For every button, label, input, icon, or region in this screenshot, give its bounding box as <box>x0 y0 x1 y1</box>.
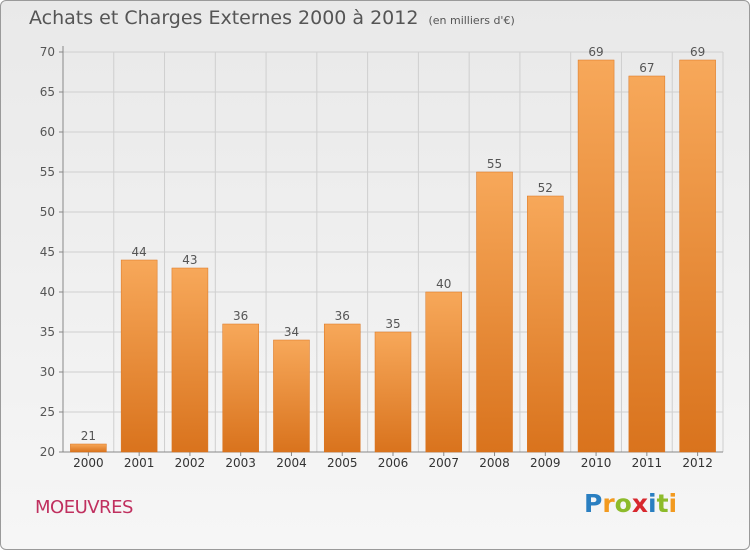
bar <box>374 331 412 453</box>
y-tick-label: 60 <box>40 125 55 139</box>
y-tick-label: 25 <box>40 405 55 419</box>
data-label: 36 <box>233 309 248 323</box>
x-tick-label: 2008 <box>479 456 510 470</box>
y-tick-label: 70 <box>40 45 55 59</box>
y-tick-label: 65 <box>40 85 55 99</box>
x-tick-label: 2003 <box>225 456 256 470</box>
bar <box>222 323 259 453</box>
y-tick-label: 45 <box>40 245 55 259</box>
x-tick-label: 2002 <box>175 456 206 470</box>
logo-letter: r <box>602 489 615 518</box>
y-tick-label: 35 <box>40 325 55 339</box>
data-label: 35 <box>385 317 400 331</box>
bar <box>527 195 564 453</box>
bar <box>273 339 310 453</box>
data-label: 34 <box>284 325 299 339</box>
data-label: 44 <box>132 245 147 259</box>
data-label: 69 <box>588 45 603 59</box>
logo-letter: x <box>631 489 648 518</box>
bar <box>476 171 513 453</box>
x-tick-label: 2007 <box>428 456 459 470</box>
bars <box>70 59 716 453</box>
x-tick-label: 2004 <box>276 456 307 470</box>
y-tick-label: 20 <box>40 445 55 459</box>
x-tick-label: 2006 <box>378 456 409 470</box>
data-label: 55 <box>487 157 502 171</box>
logo-letter: i <box>668 489 678 518</box>
bar <box>323 323 361 453</box>
tick-labels: 20 25 30 35 40 45 50 55 60 65 70 2000 2001 2002 2003 20… <box>40 45 713 470</box>
data-label: 40 <box>436 277 451 291</box>
bar <box>628 75 666 453</box>
data-label: 43 <box>182 253 197 267</box>
proxiti-logo[interactable]: Proxiti <box>584 489 677 518</box>
bar <box>577 59 615 453</box>
unit-label: (en milliers d'€) <box>428 14 515 27</box>
x-tick-label: 2001 <box>124 456 155 470</box>
y-tick-label: 30 <box>40 365 55 379</box>
x-tick-label: 2011 <box>632 456 663 470</box>
data-label: 67 <box>639 61 654 75</box>
logo-letter: i <box>648 489 657 518</box>
x-tick-label: 2005 <box>327 456 358 470</box>
bar <box>171 267 209 453</box>
logo-letter: t <box>656 489 669 518</box>
x-tick-label: 2009 <box>530 456 561 470</box>
x-tick-label: 2000 <box>73 456 104 470</box>
data-label: 36 <box>335 309 350 323</box>
y-tick-label: 55 <box>40 165 55 179</box>
city-name: MOEUVRES <box>35 497 133 518</box>
data-labels: 21 44 43 36 34 36 35 40 55 52 69 67 69 <box>81 45 706 443</box>
bar <box>425 291 463 453</box>
logo-letter: P <box>584 489 603 518</box>
logo-letter: o <box>614 489 632 518</box>
title-text: Achats et Charges Externes 2000 à 2012 <box>29 7 419 29</box>
bar <box>679 59 716 453</box>
x-tick-label: 2012 <box>682 456 713 470</box>
bar <box>70 443 107 453</box>
y-tick-label: 40 <box>40 285 55 299</box>
data-label: 69 <box>690 45 705 59</box>
y-tick-label: 50 <box>40 205 55 219</box>
data-label: 52 <box>538 181 553 195</box>
x-tick-label: 2010 <box>581 456 612 470</box>
data-label: 21 <box>81 429 96 443</box>
bar <box>120 259 158 453</box>
chart-title: Achats et Charges Externes 2000 à 2012 (e… <box>29 7 515 29</box>
